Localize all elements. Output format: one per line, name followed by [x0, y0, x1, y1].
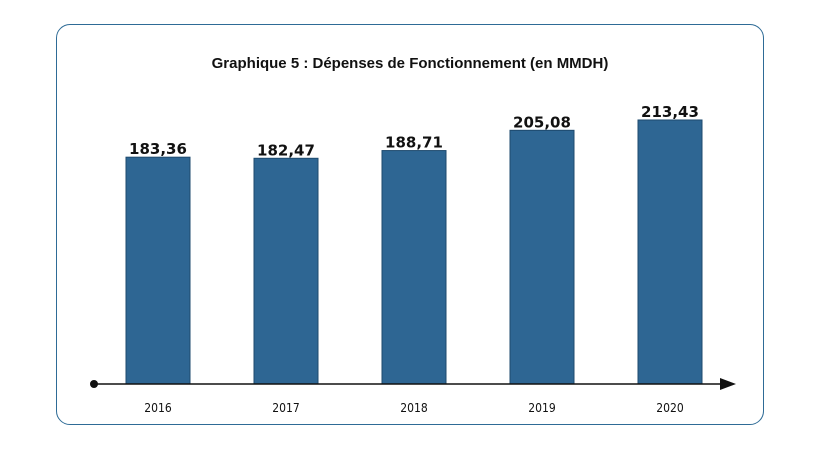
bar-2020 — [637, 119, 703, 385]
axis-arrow-head — [720, 378, 736, 390]
tick-label-2016: 2016 — [144, 401, 172, 415]
chart-frame — [56, 24, 764, 425]
value-label-2016: 183,36 — [129, 140, 187, 158]
tick-label-2019: 2019 — [528, 401, 556, 415]
value-label-2019: 205,08 — [513, 113, 571, 131]
bar-2018 — [381, 150, 447, 385]
bar-2016 — [125, 156, 191, 385]
axis-origin-dot — [90, 380, 98, 388]
tick-label-2017: 2017 — [272, 401, 299, 415]
bar-2017 — [253, 157, 319, 385]
value-label-2017: 182,47 — [257, 141, 315, 159]
bars-group — [125, 119, 703, 385]
bar-2019 — [509, 129, 575, 385]
x-axis-group — [90, 378, 736, 390]
value-label-2020: 213,43 — [641, 103, 699, 121]
value-label-2018: 188,71 — [385, 134, 443, 152]
tick-label-2018: 2018 — [400, 401, 428, 415]
chart-title: Graphique 5 : Dépenses de Fonctionnement… — [211, 55, 609, 72]
tick-label-2020: 2020 — [656, 401, 684, 415]
labels-group: 183,36 2016 182,47 2017 188,71 2018 205,08 2019… — [129, 103, 699, 415]
